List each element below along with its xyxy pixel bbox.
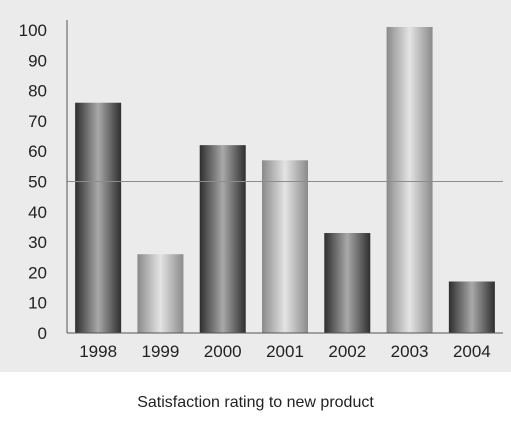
y-tick-labels: 0 10 20 30 40 50 60 70 80 90 100: [19, 21, 47, 343]
y-tick-label-50: 50: [28, 173, 47, 192]
y-tick-label-30: 30: [28, 233, 47, 252]
bar-chart: 0 10 20 30 40 50 60 70 80 90 100 1998 1999 2000 2001 2…: [19, 20, 503, 361]
y-tick-label-40: 40: [28, 203, 47, 222]
x-tick-labels: 1998 1999 2000 2001 2002 2003 2004: [79, 342, 491, 361]
x-tick-label-2000: 2000: [204, 342, 242, 361]
x-tick-label-2001: 2001: [266, 342, 304, 361]
y-tick-label-100: 100: [19, 21, 47, 40]
bar-2001: [262, 160, 308, 333]
x-tick-label-2004: 2004: [453, 342, 491, 361]
y-tick-label-70: 70: [28, 112, 47, 131]
y-tick-label-80: 80: [28, 82, 47, 101]
chart-caption: Satisfaction rating to new product: [137, 394, 374, 411]
axes: [66, 20, 503, 334]
bar-2002: [324, 233, 371, 333]
bar-1999: [137, 254, 184, 333]
bar-2003: [386, 26, 433, 333]
bar-1998: [75, 102, 122, 333]
y-tick-label-60: 60: [28, 142, 47, 161]
x-tick-label-1999: 1999: [142, 342, 180, 361]
bars: [75, 26, 495, 333]
x-tick-label-1998: 1998: [79, 342, 117, 361]
x-tick-label-2002: 2002: [328, 342, 366, 361]
y-tick-label-90: 90: [28, 51, 47, 70]
y-tick-label-0: 0: [38, 324, 47, 343]
bar-2004: [448, 281, 495, 333]
y-tick-label-20: 20: [28, 263, 47, 282]
x-tick-label-2003: 2003: [391, 342, 429, 361]
bar-2000: [199, 145, 246, 333]
y-tick-label-10: 10: [28, 294, 47, 313]
